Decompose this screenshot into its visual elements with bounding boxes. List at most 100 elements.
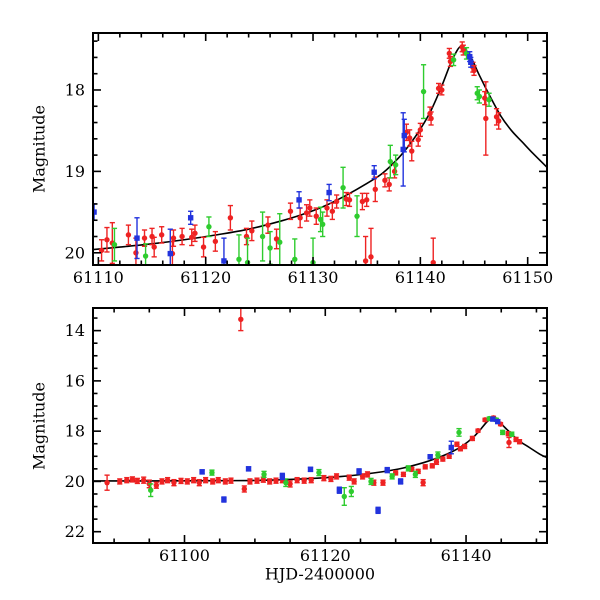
data-point [287, 481, 293, 487]
series-red-circles [98, 41, 502, 265]
data-point [461, 443, 468, 450]
data-point [259, 233, 266, 240]
y-tick-label: 16 [65, 371, 85, 390]
data-point [380, 479, 386, 486]
data-point [326, 189, 332, 196]
data-point [247, 478, 253, 485]
data-point [428, 115, 434, 122]
data-point [228, 477, 234, 484]
plot-area [93, 41, 547, 265]
data-point [496, 118, 502, 124]
data-point [301, 477, 307, 484]
data-point [392, 162, 399, 168]
data-point [307, 205, 313, 211]
y-tick-label: 14 [65, 321, 85, 340]
x-tick-label: 61150 [502, 268, 553, 287]
data-point [93, 209, 97, 215]
data-point [324, 205, 330, 211]
data-point [202, 477, 209, 483]
data-point [303, 210, 310, 216]
data-point [133, 250, 139, 256]
data-point [192, 230, 198, 236]
data-point [471, 67, 477, 74]
data-point [200, 244, 207, 250]
data-point [209, 469, 215, 476]
data-point [412, 471, 419, 478]
plot-area [93, 308, 547, 515]
data-point [356, 468, 362, 475]
data-point [317, 216, 324, 223]
data-point [178, 478, 184, 484]
data-point [142, 253, 149, 259]
data-point [420, 88, 427, 95]
data-point [158, 232, 165, 238]
y-tick-label: 18 [65, 80, 85, 99]
data-point [111, 241, 118, 248]
data-point [348, 488, 355, 495]
x-tick-label: 61110 [73, 268, 124, 287]
data-point [267, 245, 273, 251]
x-tick-label: 61100 [159, 546, 210, 565]
data-point [468, 59, 474, 66]
data-point [483, 115, 489, 122]
data-point [236, 256, 242, 263]
data-point [351, 478, 357, 485]
data-point [249, 228, 255, 234]
data-point [104, 237, 110, 243]
data-point [476, 93, 483, 100]
data-point [372, 186, 378, 192]
y-axis-label-bottom: Magnitude [29, 381, 49, 471]
data-point [490, 416, 496, 422]
data-point [134, 235, 140, 241]
data-point [98, 247, 105, 254]
data-point [313, 213, 319, 219]
data-point [238, 316, 244, 323]
data-point [171, 479, 177, 486]
data-point [212, 238, 219, 245]
data-point [493, 114, 500, 120]
data-point [422, 464, 428, 470]
data-point [308, 477, 314, 483]
x-tick-label: 61140 [395, 268, 446, 287]
data-point [368, 478, 374, 485]
data-point [159, 478, 165, 485]
data-point [448, 444, 454, 451]
data-point [420, 479, 426, 486]
data-point [401, 132, 407, 139]
data-point [475, 427, 481, 434]
data-point [417, 127, 424, 133]
data-point [387, 158, 394, 165]
data-point [124, 477, 130, 483]
data-point [245, 466, 252, 472]
data-point [316, 469, 322, 476]
data-point [427, 454, 433, 460]
data-point [296, 197, 302, 203]
series-red-circles [104, 308, 523, 493]
tick-marks [93, 308, 547, 543]
data-point [328, 476, 334, 482]
series-green-circles [148, 415, 515, 506]
data-point [117, 478, 123, 485]
top-panel-plot: 61110 61120 61130 61140 61150 18 19 20 [65, 32, 553, 287]
x-tick-label: 61120 [180, 268, 231, 287]
data-point [354, 213, 360, 219]
data-point [457, 446, 464, 452]
data-point [509, 431, 515, 437]
data-point [359, 198, 366, 205]
data-point [215, 477, 221, 483]
data-point [189, 234, 195, 241]
series-blue-squares [199, 416, 501, 515]
data-point [329, 208, 336, 214]
data-point [153, 482, 160, 488]
data-point [209, 478, 216, 485]
x-tick-label: 61120 [300, 546, 351, 565]
data-point [196, 479, 202, 486]
data-point [409, 148, 415, 154]
data-point [294, 477, 300, 483]
data-point [363, 197, 370, 203]
data-point [297, 215, 303, 221]
data-point [199, 469, 205, 475]
data-point [265, 222, 271, 228]
data-point [221, 258, 227, 264]
